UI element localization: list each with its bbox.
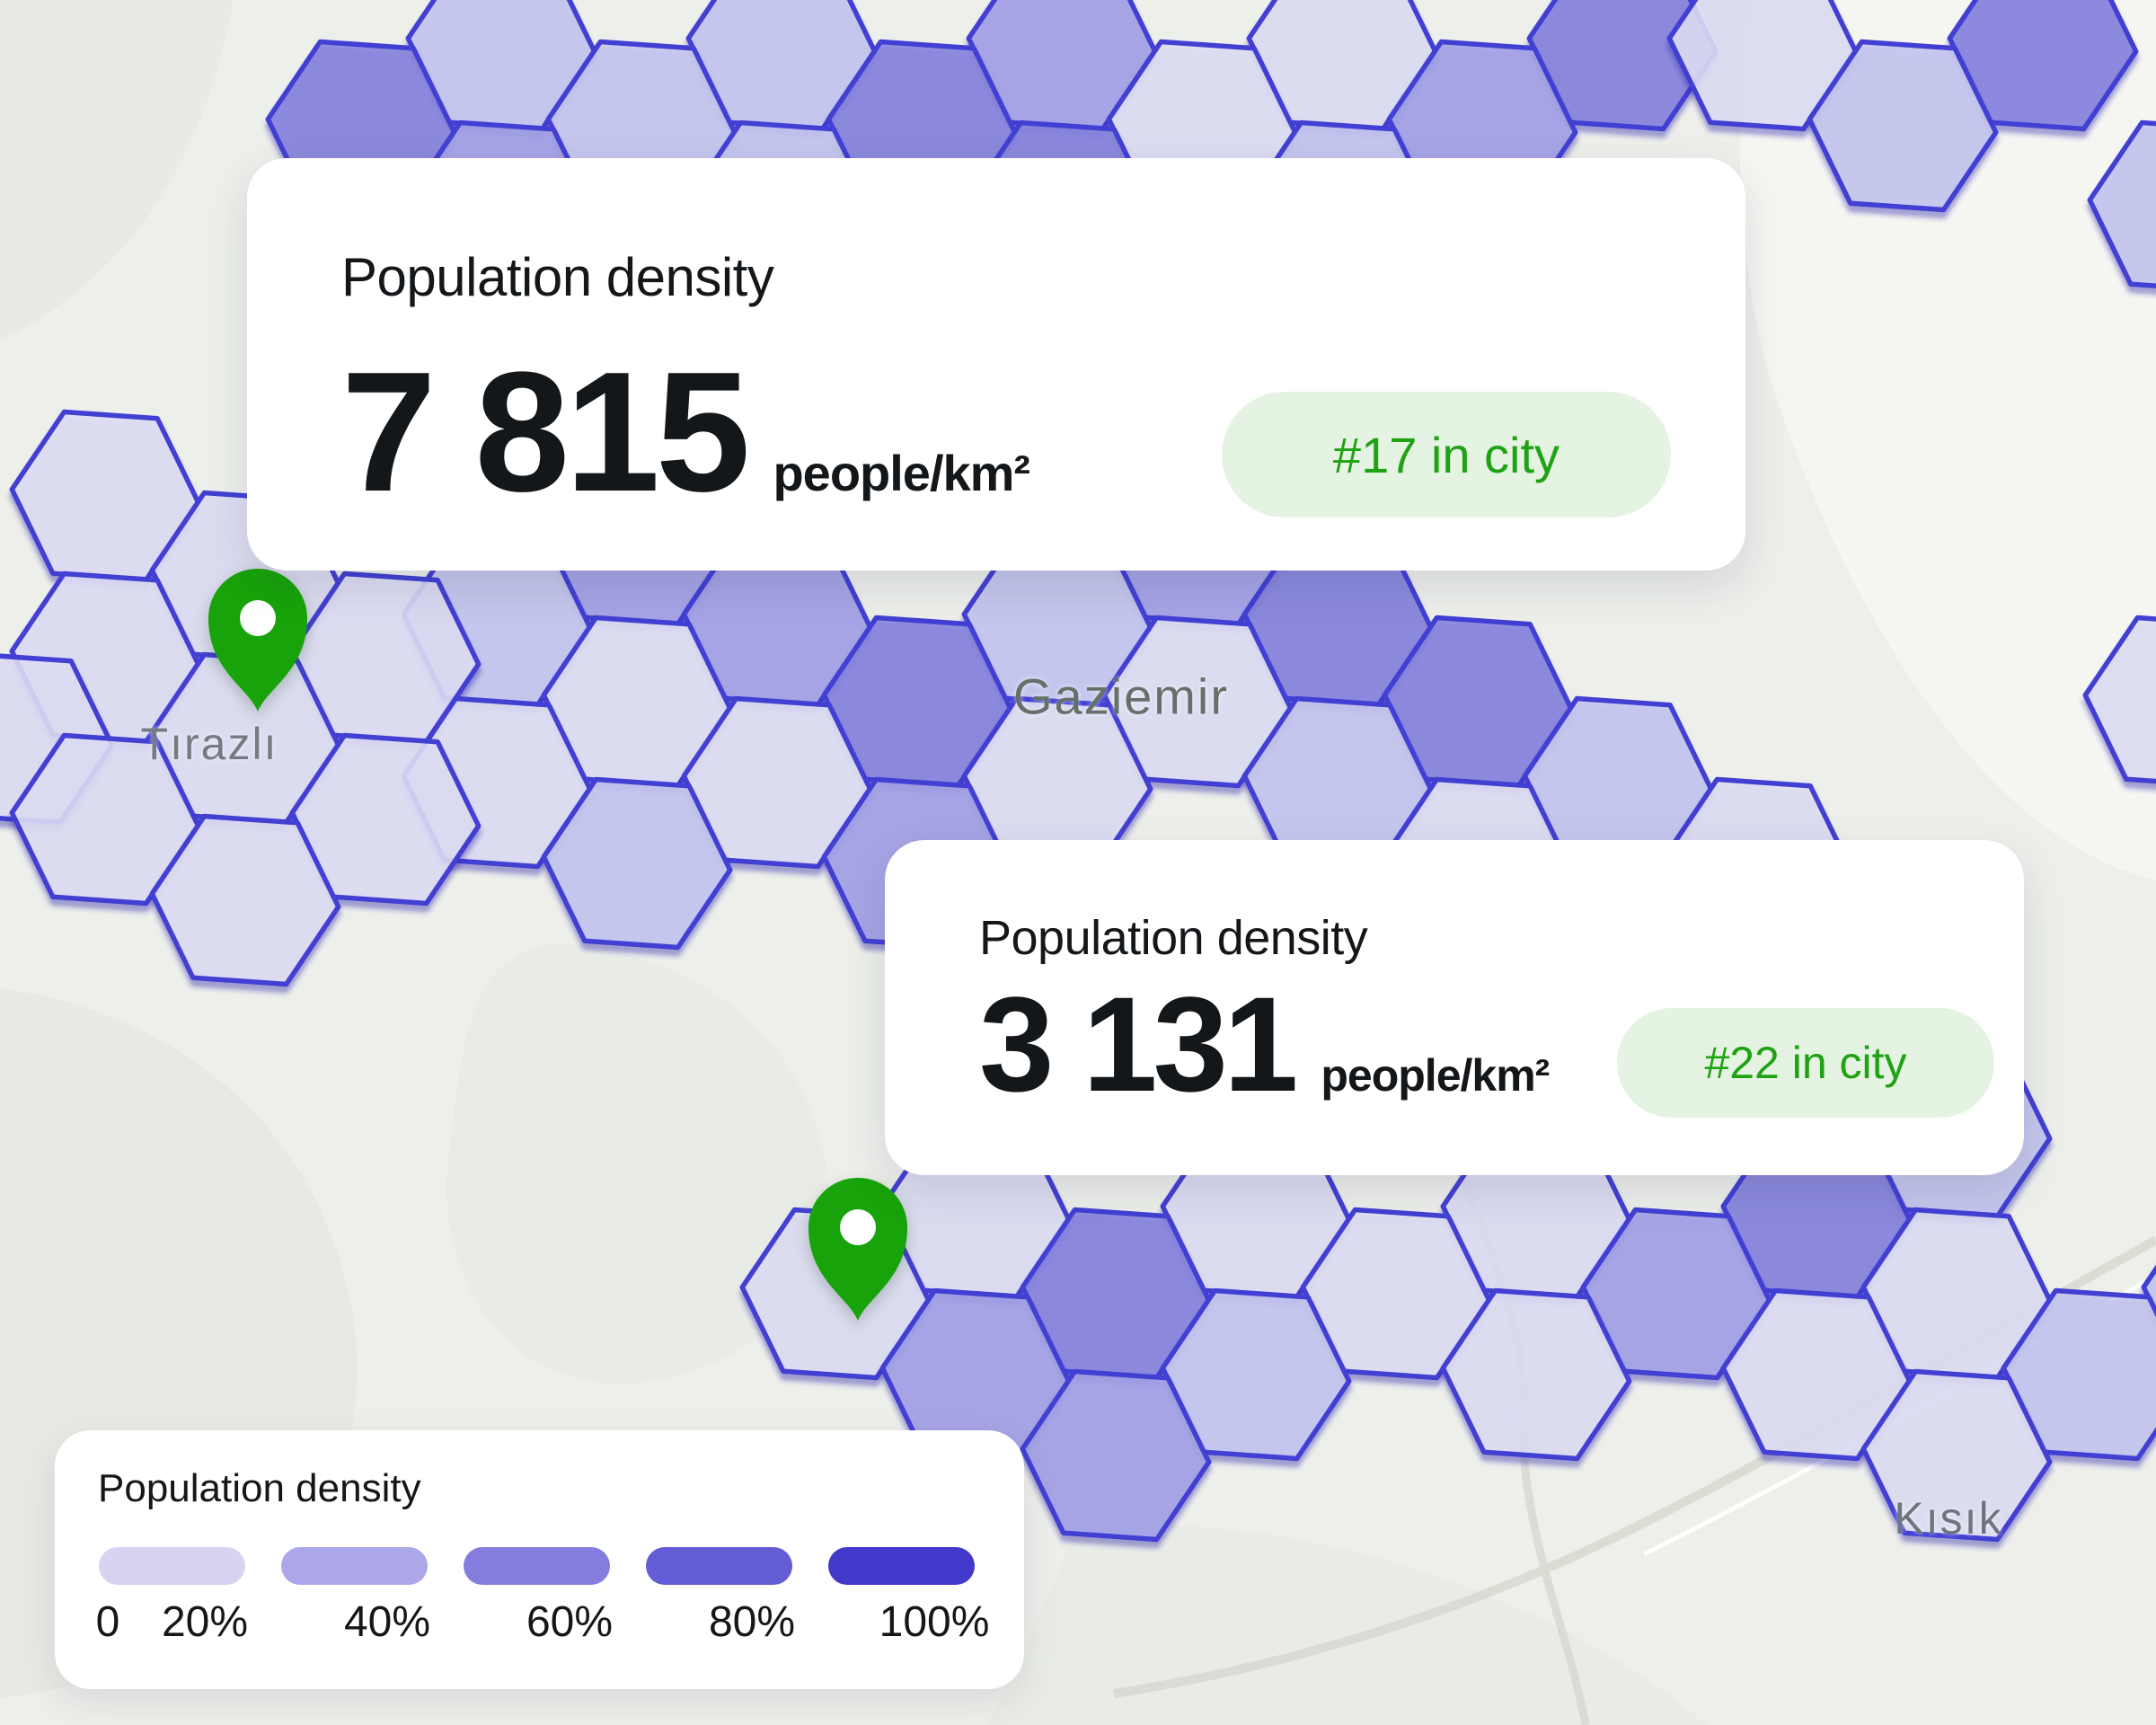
landuse-patch [1739, 0, 2156, 880]
legend-title: Population density [98, 1466, 421, 1510]
hex-cell[interactable] [1020, 1368, 1212, 1543]
landuse-patch [446, 943, 828, 1384]
legend-swatch [646, 1547, 792, 1585]
hex-cell[interactable] [1666, 0, 1859, 132]
map-label-tirazli: Tırazlı [140, 719, 278, 769]
pin-icon [208, 568, 307, 712]
legend-tick: 20% [161, 1598, 249, 1646]
pin-icon [808, 1177, 907, 1321]
hex-cell[interactable] [1160, 1287, 1352, 1462]
hex-cell[interactable] [1860, 1368, 2053, 1543]
pin-hole [840, 1209, 876, 1245]
card-title: Population density [979, 911, 1368, 965]
hex-cell[interactable] [1720, 1287, 1913, 1462]
density-unit: people/km² [773, 445, 1030, 501]
hex-cell[interactable] [2087, 119, 2156, 291]
legend-swatch [281, 1547, 428, 1585]
legend-swatch [99, 1547, 245, 1585]
hex-cell[interactable] [1526, 0, 1719, 132]
density-card-1: Population density 7 815 people/km² #17 … [247, 158, 1745, 571]
hex-cell[interactable] [1300, 1207, 1492, 1381]
legend-swatch [828, 1547, 975, 1585]
legend-swatch [464, 1547, 610, 1585]
density-value-row: 3 131 people/km² [979, 969, 1550, 1119]
hex-cell[interactable] [681, 695, 873, 870]
hex-cell[interactable] [1580, 1207, 1772, 1381]
legend-tick: 80% [708, 1598, 796, 1646]
hex-cell[interactable] [1947, 0, 2139, 132]
hex-cell[interactable] [2082, 615, 2156, 786]
map-label-kisik: Kısık [1894, 1493, 2003, 1544]
legend-tick: 0 [95, 1598, 120, 1646]
density-card-2: Population density 3 131 people/km² #22 … [885, 840, 2024, 1175]
hex-cell[interactable] [2001, 1287, 2156, 1462]
legend-card: Population density 0 20% 40% 60% 80% 100… [55, 1430, 1024, 1689]
hex-cell[interactable] [149, 813, 341, 987]
pin-hole [240, 600, 276, 636]
location-pin-2[interactable] [804, 1172, 912, 1325]
map-label-gaziemir: Gaziemir [1012, 668, 1230, 725]
hex-cell[interactable] [289, 732, 482, 907]
density-unit: people/km² [1321, 1050, 1550, 1101]
density-value: 3 131 [979, 969, 1298, 1119]
hex-cell[interactable] [1807, 39, 1999, 213]
rank-badge: #17 in city [1222, 392, 1671, 518]
legend-tick: 40% [343, 1598, 431, 1646]
card-title: Population density [341, 247, 774, 307]
hex-cell[interactable] [1440, 1287, 1632, 1462]
density-value: 7 815 [341, 337, 750, 527]
density-value-row: 7 815 people/km² [341, 337, 1030, 527]
rank-badge: #22 in city [1617, 1008, 1994, 1118]
landuse-patch [0, 0, 234, 341]
landuse-patch [988, 1524, 1707, 1725]
hex-cell[interactable] [9, 732, 201, 907]
hex-cell[interactable] [541, 776, 733, 951]
legend-tick: 60% [526, 1598, 614, 1646]
legend-tick: 100% [879, 1598, 990, 1646]
hex-cell[interactable] [1101, 615, 1294, 789]
location-pin-1[interactable] [204, 563, 312, 716]
